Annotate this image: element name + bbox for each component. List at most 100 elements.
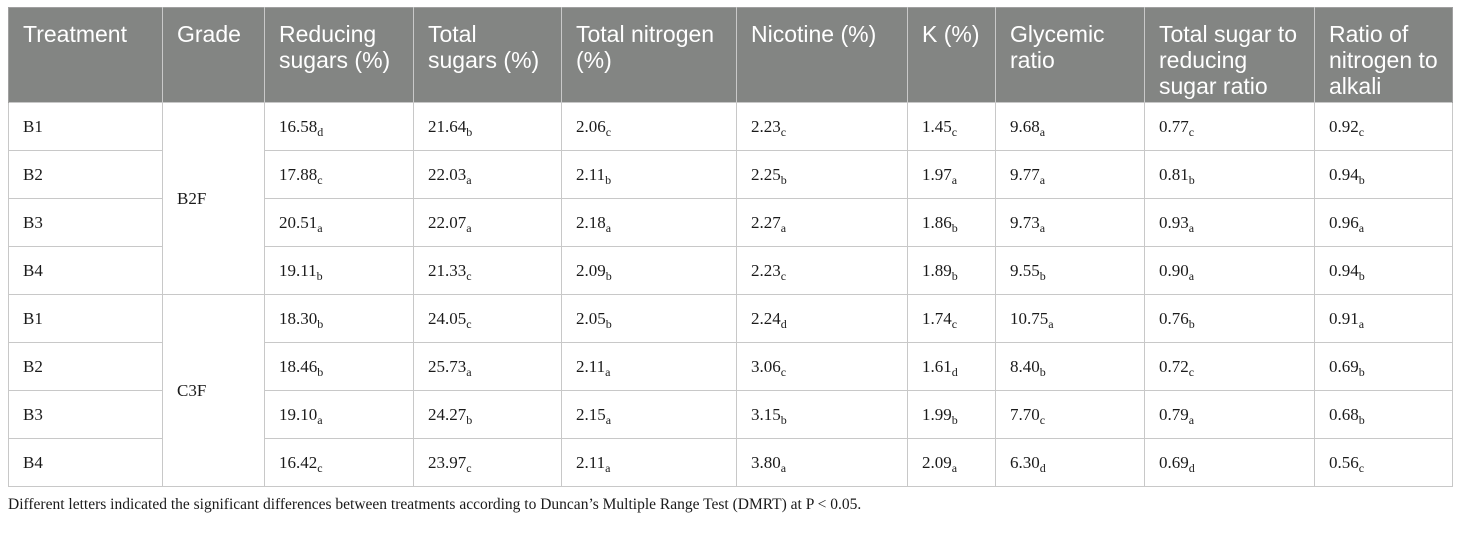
significance-letter: a xyxy=(466,220,472,235)
value-cell: 1.74c xyxy=(907,294,996,343)
significance-letter: a xyxy=(466,364,472,379)
cell-value: 0.81 xyxy=(1159,164,1189,184)
value-cell: 0.79a xyxy=(1144,390,1315,439)
significance-letter: a xyxy=(1039,172,1046,187)
value-cell: 0.96a xyxy=(1314,198,1453,247)
significance-letter: b xyxy=(1039,268,1046,283)
column-header: Ratio of nitrogen to alkali xyxy=(1314,7,1453,103)
value-cell: 2.05b xyxy=(561,294,737,343)
cell-value: 2.06 xyxy=(576,116,606,136)
cell-value: 2.23 xyxy=(751,260,781,280)
value-cell: 7.70c xyxy=(995,390,1145,439)
value-cell: 0.94b xyxy=(1314,246,1453,295)
cell-value: 1.99 xyxy=(922,404,952,424)
cell-value: 1.89 xyxy=(922,260,952,280)
significance-letter: b xyxy=(466,412,473,427)
value-cell: 3.15b xyxy=(736,390,908,439)
significance-letter: a xyxy=(605,364,611,379)
cell-value: 21.64 xyxy=(428,116,467,136)
value-cell: 3.06c xyxy=(736,342,908,391)
column-header: Grade xyxy=(162,7,265,103)
table-row: B2 17.88c 22.03a 2.11b 2.25b 1.97a 9.77a 0.81b 0… xyxy=(8,150,1453,199)
significance-letter: a xyxy=(780,460,787,475)
significance-letter: c xyxy=(780,124,787,139)
cell-value: 21.33 xyxy=(428,260,467,280)
cell-value: 24.27 xyxy=(428,404,467,424)
cell-value: 16.42 xyxy=(279,452,318,472)
cell-value: 0.68 xyxy=(1329,404,1359,424)
value-cell: 2.06c xyxy=(561,102,737,151)
cell-value: 2.25 xyxy=(751,164,781,184)
significance-letter: d xyxy=(1188,460,1195,475)
significance-letter: c xyxy=(466,316,472,331)
significance-letter: c xyxy=(1039,412,1046,427)
significance-letter: a xyxy=(317,412,323,427)
significance-letter: c xyxy=(780,364,787,379)
significance-letter: d xyxy=(1039,460,1046,475)
value-cell: 19.10a xyxy=(264,390,414,439)
table-body: B1 B2F 16.58d 21.64b 2.06c 2.23c 1.45c 9.68a 0.7… xyxy=(8,102,1453,487)
table-header: Treatment Grade Reducing sugars (%) Total s… xyxy=(8,7,1453,103)
significance-letter: a xyxy=(605,412,612,427)
cell-value: 18.30 xyxy=(279,308,318,328)
significance-letter: d xyxy=(780,316,787,331)
column-header: Treatment xyxy=(8,7,163,103)
significance-letter: b xyxy=(1358,172,1365,187)
cell-value: 1.97 xyxy=(922,164,952,184)
cell-value: 2.27 xyxy=(751,212,781,232)
value-cell: 0.91a xyxy=(1314,294,1453,343)
cell-value: 1.61 xyxy=(922,356,952,376)
value-cell: 0.93a xyxy=(1144,198,1315,247)
cell-value: 19.10 xyxy=(279,404,318,424)
value-cell: 1.61d xyxy=(907,342,996,391)
cell-value: 3.80 xyxy=(751,452,781,472)
treatment-cell: B1 xyxy=(8,102,163,151)
value-cell: 0.56c xyxy=(1314,438,1453,487)
cell-value: 0.79 xyxy=(1159,404,1189,424)
cell-value: 9.68 xyxy=(1010,116,1040,136)
significance-letter: b xyxy=(1188,172,1195,187)
significance-letter: a xyxy=(605,220,612,235)
value-cell: 3.80a xyxy=(736,438,908,487)
treatment-cell: B2 xyxy=(8,150,163,199)
cell-value: 0.94 xyxy=(1329,164,1359,184)
cell-value: 2.24 xyxy=(751,308,781,328)
significance-letter: b xyxy=(605,316,612,331)
significance-letter: a xyxy=(317,220,323,235)
table-row: B1 C3F 18.30b 24.05c 2.05b 2.24d 1.74c 10.75a 0.… xyxy=(8,294,1453,487)
significance-letter: c xyxy=(466,460,472,475)
significance-letter: a xyxy=(1048,316,1054,331)
significance-letter: a xyxy=(466,172,472,187)
significance-letter: b xyxy=(780,412,787,427)
value-cell: 2.11a xyxy=(561,342,737,391)
value-cell: 2.25b xyxy=(736,150,908,199)
column-header: Total nitrogen (%) xyxy=(561,7,737,103)
cell-value: 3.06 xyxy=(751,356,781,376)
value-cell: 2.11a xyxy=(561,438,737,487)
significance-letter: c xyxy=(1188,364,1195,379)
significance-letter: b xyxy=(316,268,323,283)
significance-letter: a xyxy=(605,460,611,475)
value-cell: 22.03a xyxy=(413,150,562,199)
significance-letter: c xyxy=(780,268,787,283)
treatment-cell: B3 xyxy=(8,198,163,247)
cell-value: 7.70 xyxy=(1010,404,1040,424)
significance-letter: b xyxy=(317,364,324,379)
cell-value: 0.94 xyxy=(1329,260,1359,280)
significance-letter: c xyxy=(951,124,958,139)
significance-letter: a xyxy=(1188,412,1195,427)
value-cell: 2.09a xyxy=(907,438,996,487)
significance-letter: c xyxy=(605,124,612,139)
table-row: B1 B2F 16.58d 21.64b 2.06c 2.23c 1.45c 9.68a 0.7… xyxy=(8,102,1453,295)
value-cell: 9.55b xyxy=(995,246,1145,295)
significance-letter: b xyxy=(780,172,787,187)
cell-value: 0.91 xyxy=(1329,308,1359,328)
cell-value: 2.09 xyxy=(576,260,606,280)
value-cell: 24.05c xyxy=(413,294,562,343)
cell-value: 24.05 xyxy=(428,308,467,328)
value-cell: 18.46b xyxy=(264,342,414,391)
header-row: Treatment Grade Reducing sugars (%) Total s… xyxy=(8,7,1453,103)
significance-letter: a xyxy=(1188,220,1195,235)
treatment-cell: B4 xyxy=(8,246,163,295)
cell-value: 2.11 xyxy=(576,164,606,184)
